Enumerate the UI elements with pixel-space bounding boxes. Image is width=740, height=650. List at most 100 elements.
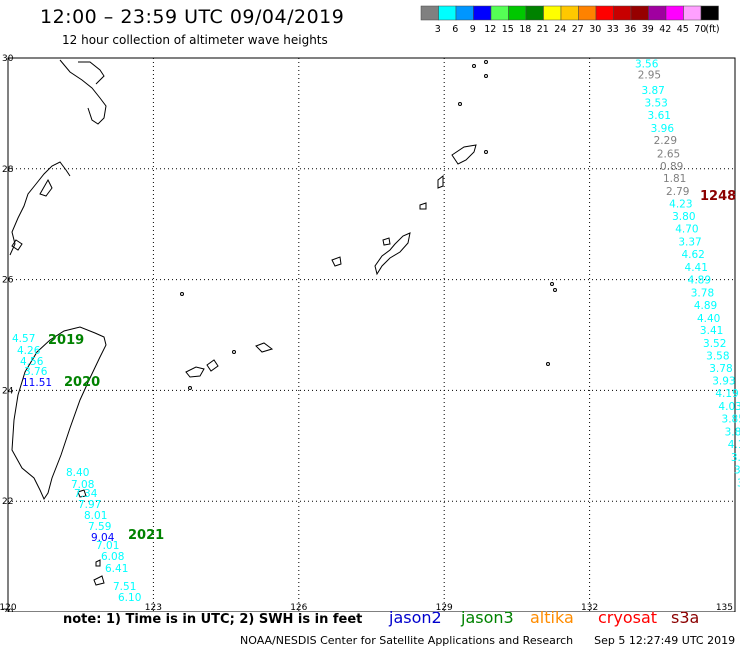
wave-height-value: 3.87 [641, 85, 664, 97]
wave-height-colorbar: 3 6 9 12 15 18 21 24 27 30 33 36 39 42 45 70 (ft) [420, 5, 720, 35]
map-frame [7, 57, 736, 612]
wave-height-value: 4.41 [685, 262, 708, 274]
map-subtitle: 12 hour collection of altimeter wave hei… [62, 33, 328, 47]
wave-height-value: 0.89 [660, 161, 683, 173]
wave-height-value: 3.53 [644, 97, 667, 109]
colorbar-label: 21 [537, 24, 549, 35]
coastline [59, 59, 107, 125]
colorbar-label: 42 [659, 24, 671, 35]
colorbar-label: 15 [502, 24, 514, 35]
colorbar-label: 33 [607, 24, 619, 35]
coastline [331, 256, 342, 267]
wave-height-value: 4.26 [17, 345, 41, 357]
coastline [9, 161, 71, 256]
satellite-cryosat-label: cryosat [598, 608, 658, 627]
colorbar-label: 18 [519, 24, 531, 35]
colorbar-label: 39 [642, 24, 654, 35]
coastline [39, 178, 53, 197]
map-title: 12:00 – 23:59 UTC 09/04/2019 [40, 6, 345, 28]
wave-height-value: 4.11 [728, 439, 740, 451]
satellite-jason3-label: jason3 [461, 608, 514, 627]
track-time-label: 2021 [128, 528, 164, 543]
wave-height-value: 3.76 [24, 366, 48, 378]
wave-height-value: 4.23 [669, 199, 692, 211]
small-island [458, 102, 462, 106]
lat-tick-label: 28 [2, 165, 14, 175]
colorbar-label: 3 [435, 24, 441, 35]
small-island [550, 282, 554, 286]
lat-tick-label: 24 [2, 386, 14, 396]
colorbar-swatch-16 [700, 5, 719, 21]
colorbar-label: 36 [624, 24, 636, 35]
small-island [546, 362, 550, 366]
wave-height-value: 7.34 [74, 488, 98, 500]
lat-tick-label: 30 [2, 54, 14, 64]
small-island [484, 60, 488, 64]
wave-height-value: 3.61 [648, 110, 671, 122]
wave-height-value: 4.89 [694, 300, 717, 312]
small-island [553, 288, 557, 292]
wave-height-value: 4.57 [12, 333, 35, 345]
wave-height-value: 3.52 [703, 338, 726, 350]
colorbar-label: 70 [694, 24, 706, 35]
footer-timestamp: Sep 5 12:27:49 UTC 2019 [594, 634, 736, 647]
wave-height-value: 7.51 [113, 581, 136, 593]
wave-height-value: 8.40 [66, 467, 89, 479]
track-time-label: 1248 [700, 189, 736, 204]
coastline [206, 359, 219, 372]
wave-height-value: 1.81 [663, 173, 686, 185]
wave-height-value: 7.08 [71, 479, 94, 491]
small-island [188, 386, 192, 390]
wave-height-value: 3.82 [731, 452, 740, 464]
wave-height-value: 6.08 [101, 551, 124, 563]
wave-height-value: 4.56 [20, 356, 44, 368]
wave-height-value: 3.41 [700, 325, 723, 337]
wave-height-value: 3.56 [635, 59, 659, 71]
colorbar-label: 9 [470, 24, 476, 35]
small-island [484, 74, 488, 78]
lon-tick-label: 126 [290, 603, 307, 612]
colorbar-label: 12 [484, 24, 496, 35]
wave-height-value: 7.97 [78, 499, 101, 511]
wave-height-value: 2.95 [638, 70, 661, 82]
wave-height-map: 120 123 126 129 132 135 30 28 26 24 22 20 3.562.95 3.… [0, 54, 740, 612]
wave-height-value: 3.85 [722, 414, 740, 426]
wave-height-value: 3.58 [706, 350, 729, 362]
wave-height-value: 4.89 [688, 275, 711, 287]
coastline [451, 144, 477, 165]
wave-height-value: 4.70 [675, 224, 698, 236]
wave-height-value: 2.79 [666, 186, 689, 198]
colorbar-label: 6 [452, 24, 458, 35]
wave-height-value: 3.71 [734, 465, 740, 477]
wave-height-value: 4.19 [715, 388, 738, 400]
lon-tick-label: 129 [436, 603, 453, 612]
satellite-s3a-label: s3a [671, 608, 700, 627]
coastline [374, 232, 411, 276]
wave-height-value: 3.45 [737, 477, 740, 489]
wave-height-value: 4.03 [718, 401, 740, 413]
wave-height-value: 6.41 [105, 563, 128, 575]
wave-height-value: 2.29 [654, 135, 677, 147]
track-time-label: 2020 [64, 375, 100, 390]
wave-height-value: 2.65 [657, 148, 680, 160]
wave-height-value: 3.37 [678, 236, 701, 248]
lon-tick-label: 135 [716, 603, 733, 612]
note-text: note: 1) Time is in UTC; 2) SWH is in fe… [63, 612, 363, 627]
wave-height-value: 11.51 [22, 377, 52, 389]
coastline [185, 366, 205, 378]
wave-height-value: 6.10 [118, 592, 141, 604]
wave-height-value: 9.04 [91, 532, 115, 544]
coastline [95, 559, 101, 567]
colorbar-unit-label: (ft) [705, 24, 719, 35]
wave-height-value: 8.01 [84, 510, 107, 522]
lat-tick-label: 20 [2, 608, 14, 612]
wave-height-value: 4.62 [681, 249, 704, 261]
small-island [472, 64, 476, 68]
coastline [437, 174, 444, 189]
satellite-altika-label: altika [530, 608, 574, 627]
colorbar-label: 45 [677, 24, 689, 35]
colorbar-label: 24 [554, 24, 566, 35]
colorbar-label: 27 [572, 24, 584, 35]
small-island [180, 292, 184, 296]
wave-height-value: 7.01 [96, 540, 119, 552]
